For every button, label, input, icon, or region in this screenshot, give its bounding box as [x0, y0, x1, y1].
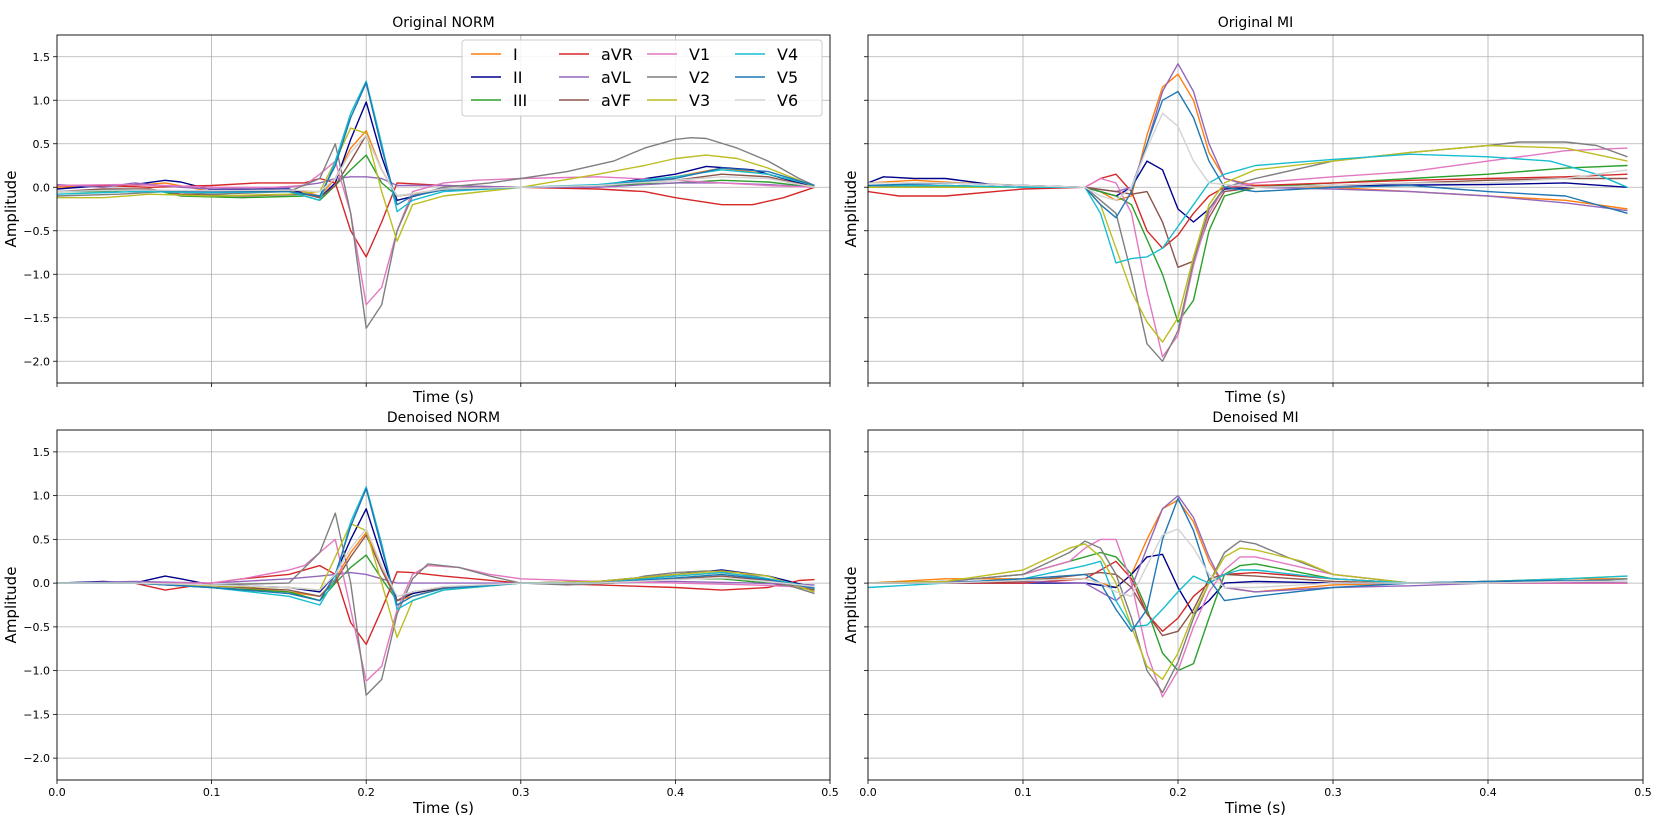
- series-line-v3: [57, 127, 815, 242]
- legend-label-ii: II: [513, 68, 522, 87]
- legend-label-v3: V3: [689, 91, 710, 110]
- x-tick-label: 0.3: [512, 786, 530, 799]
- x-tick-label: 0.0: [859, 786, 877, 799]
- panel-denoised-norm: 0.0 0.1 0.2 0.3 0.4 0.5 1.5 1.0 0.5 0.0 −0.5 −1.0 −1…: [2, 410, 839, 817]
- y-tick-label: −0.5: [23, 621, 50, 634]
- x-tick-label: 0.0: [48, 786, 66, 799]
- legend-box: [461, 39, 823, 117]
- y-tick-label: 0.0: [33, 577, 51, 590]
- series-line-v5: [57, 487, 815, 606]
- axes-frame: [56, 34, 831, 384]
- series-line-v2: [867, 141, 1628, 362]
- series-line-v2: [57, 512, 815, 696]
- series-line-v1: [867, 538, 1628, 698]
- y-tick-label: 1.5: [33, 446, 51, 459]
- y-tick-label: −1.5: [23, 708, 50, 721]
- legend-label-v4: V4: [777, 45, 798, 64]
- series-line-v2: [56, 137, 815, 329]
- series-line-avf: [57, 534, 815, 602]
- legend-label-iii: III: [513, 91, 527, 110]
- series-line-v6: [56, 134, 815, 197]
- series-line-ii: [56, 508, 815, 602]
- panel-title: Denoised NORM: [387, 410, 500, 426]
- legend-label-avr: aVR: [601, 45, 633, 64]
- x-tick-label: 0.4: [1479, 786, 1497, 799]
- series-line-avr: [867, 173, 1628, 249]
- series-line-v3: [868, 144, 1628, 343]
- series-line-avl: [56, 176, 815, 190]
- series-line-v5: [56, 82, 815, 206]
- y-axis-label: Amplitude: [2, 567, 20, 644]
- series-line-v1: [57, 538, 815, 682]
- x-tick-label: 0.4: [667, 786, 685, 799]
- legend-label-i: I: [513, 45, 518, 64]
- y-tick-label: −1.5: [23, 312, 50, 325]
- series-line-v6: [868, 528, 1628, 597]
- y-axis-label: Amplitude: [2, 171, 20, 248]
- y-tick-label: 1.5: [33, 51, 51, 64]
- x-tick-label: 0.3: [1324, 786, 1342, 799]
- legend-label-v5: V5: [777, 68, 798, 87]
- legend-label-v1: V1: [689, 45, 710, 64]
- x-axis-label: Time (s): [1224, 799, 1286, 817]
- legend-label-avf: aVF: [601, 91, 631, 110]
- panel-title: Original NORM: [392, 15, 495, 31]
- axes-frame: [56, 429, 831, 781]
- series-line-avr: [57, 177, 815, 258]
- series-line-avf: [868, 177, 1628, 268]
- y-tick-label: 0.5: [33, 533, 51, 546]
- axes-frame: [867, 429, 1644, 781]
- panel-original-norm: 1.5 1.0 0.5 0.0 −0.5 −1.0 −1.5 −2.0 Original NOR…: [2, 15, 831, 406]
- x-axis-label: Time (s): [412, 799, 474, 817]
- panel-original-mi: Original MI Time (s) Amplitude: [842, 15, 1644, 406]
- y-tick-label: −1.0: [23, 665, 50, 678]
- x-tick-label: 0.5: [821, 786, 839, 799]
- series-line-v4: [868, 153, 1628, 264]
- x-tick-label: 0.2: [357, 786, 375, 799]
- y-tick-label: 1.0: [33, 94, 51, 107]
- legend-label-avl: aVL: [601, 68, 631, 87]
- series-line-v3: [57, 522, 815, 639]
- series-line-avl: [867, 494, 1628, 602]
- series-line-avr: [868, 560, 1628, 632]
- y-tick-label: 0.0: [33, 181, 51, 194]
- x-axis-label: Time (s): [412, 388, 474, 406]
- axes-frame: [867, 34, 1644, 384]
- series-line-v2: [867, 540, 1628, 694]
- series-line-ii: [56, 101, 815, 201]
- x-tick-label: 0.5: [1634, 786, 1652, 799]
- x-tick-label: 0.2: [1169, 786, 1187, 799]
- panel-title: Original MI: [1218, 15, 1293, 31]
- series-line-avf: [56, 134, 815, 199]
- y-tick-label: −2.0: [23, 355, 50, 368]
- y-tick-label: −2.0: [23, 752, 50, 765]
- y-axis-label: Amplitude: [842, 171, 860, 248]
- y-tick-label: 0.5: [33, 138, 51, 151]
- legend-label-v2: V2: [689, 68, 710, 87]
- series-line-v6: [868, 112, 1628, 201]
- y-axis-label: Amplitude: [842, 567, 860, 644]
- series-line-v4: [867, 560, 1628, 628]
- x-tick-label: 0.1: [1014, 786, 1032, 799]
- panel-title: Denoised MI: [1212, 410, 1298, 426]
- legend-label-v6: V6: [777, 91, 798, 110]
- y-tick-label: −0.5: [23, 225, 50, 238]
- x-axis-label: Time (s): [1224, 388, 1286, 406]
- panel-denoised-mi: 0.0 0.1 0.2 0.3 0.4 0.5 Denoised MI Time (s) Amp…: [842, 410, 1652, 817]
- x-tick-label: 0.1: [203, 786, 221, 799]
- y-tick-label: −1.0: [23, 268, 50, 281]
- y-tick-label: 1.0: [33, 490, 51, 503]
- series-line-v6: [57, 528, 815, 597]
- series-line-v3: [867, 543, 1628, 681]
- series-line-ii: [867, 160, 1628, 223]
- series-line-ii: [868, 553, 1628, 615]
